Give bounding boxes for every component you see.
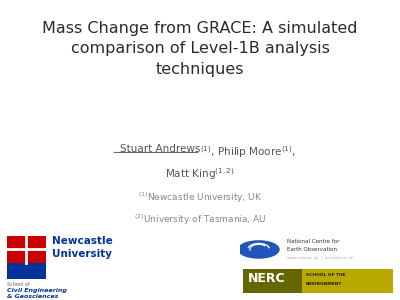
Text: $^{(2)}$University of Tasmania, AU: $^{(2)}$University of Tasmania, AU [134, 213, 266, 227]
Text: National Centre for: National Centre for [287, 239, 339, 244]
Text: ENVIRONMENT: ENVIRONMENT [306, 283, 342, 286]
Text: Stuart Andrews: Stuart Andrews [120, 144, 200, 154]
Text: Mass Change from GRACE: A simulated
comparison of Level-1B analysis
techniques: Mass Change from GRACE: A simulated comp… [42, 21, 358, 77]
Text: Newcastle: Newcastle [52, 236, 112, 246]
Text: www.nceo.ac.uk  |  nceo@le.ac.uk: www.nceo.ac.uk | nceo@le.ac.uk [287, 255, 353, 260]
Text: & Geosciences: & Geosciences [7, 294, 58, 299]
Text: Civil Engineering: Civil Engineering [7, 288, 67, 293]
Text: Earth Observation: Earth Observation [287, 247, 337, 252]
Circle shape [238, 241, 279, 258]
FancyBboxPatch shape [7, 236, 46, 263]
FancyBboxPatch shape [302, 269, 393, 293]
Text: SCHOOL OF THE: SCHOOL OF THE [306, 273, 345, 277]
FancyBboxPatch shape [243, 269, 302, 293]
FancyBboxPatch shape [7, 263, 46, 278]
Text: Matt King$^{(1,2)}$: Matt King$^{(1,2)}$ [165, 167, 235, 182]
Text: $^{(1)}$Newcastle University, UK: $^{(1)}$Newcastle University, UK [138, 190, 262, 205]
Text: School of: School of [7, 283, 29, 287]
Text: $^{(1)}$, Philip Moore$^{(1)}$,: $^{(1)}$, Philip Moore$^{(1)}$, [200, 144, 296, 160]
Text: University: University [52, 250, 112, 260]
Text: NERC: NERC [248, 272, 286, 285]
